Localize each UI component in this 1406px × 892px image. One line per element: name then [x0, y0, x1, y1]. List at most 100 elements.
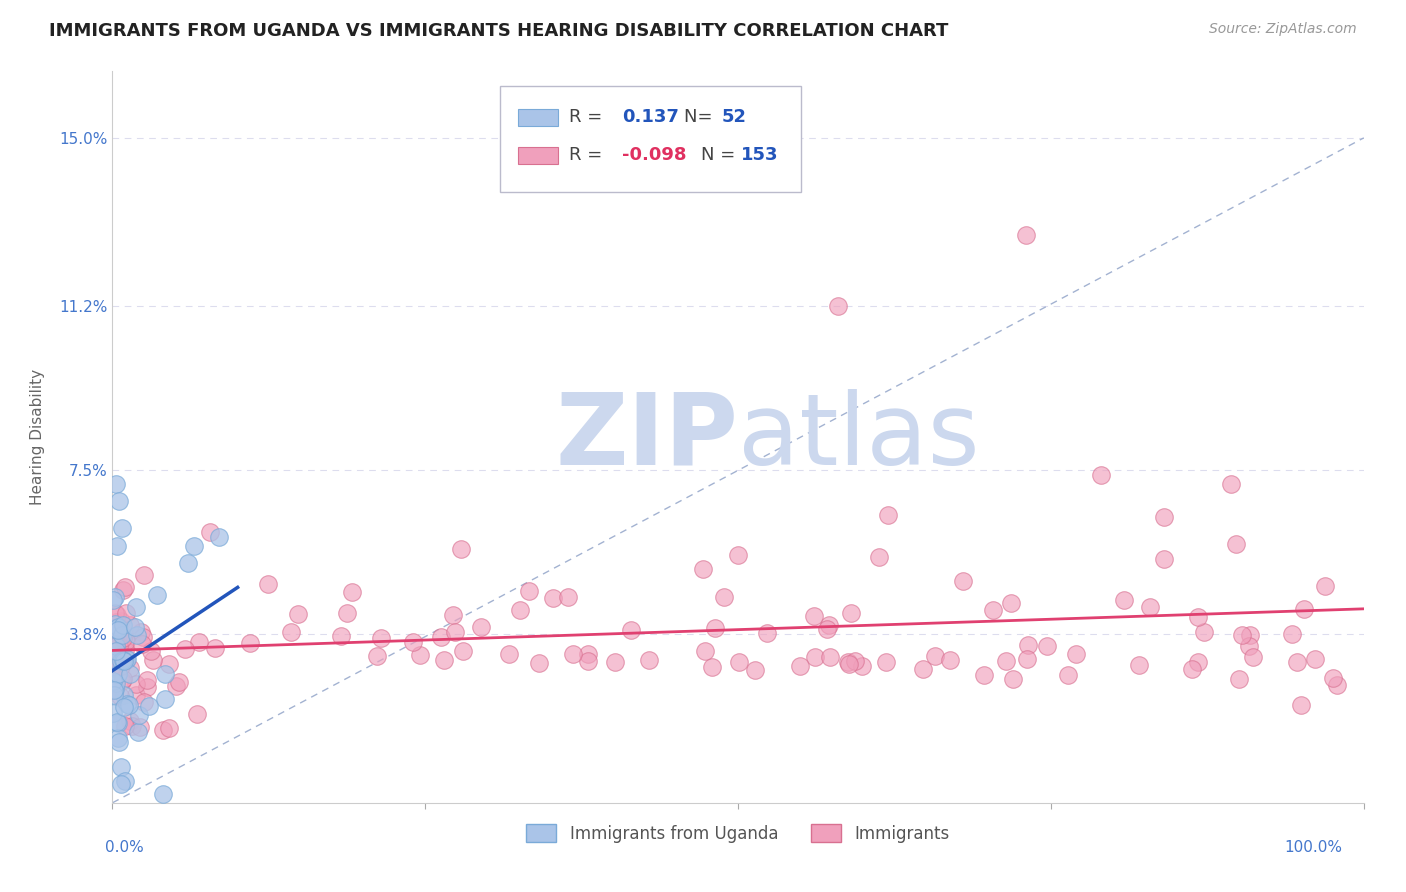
Text: R =: R = [569, 146, 609, 164]
Point [152, 723, 174, 737]
Point [107, 623, 129, 637]
Point [104, 624, 127, 639]
Point [1090, 467, 1112, 482]
Point [107, 667, 129, 681]
Point [517, 583, 540, 598]
Point [1281, 627, 1303, 641]
Point [911, 662, 934, 676]
Point [108, 690, 131, 704]
FancyBboxPatch shape [501, 86, 801, 192]
Point [433, 652, 456, 666]
Point [803, 608, 825, 623]
Point [114, 606, 136, 620]
Point [111, 582, 134, 597]
Point [1192, 625, 1215, 640]
Point [981, 603, 1004, 617]
Point [1112, 593, 1135, 607]
Point [131, 637, 153, 651]
Point [152, 787, 174, 801]
Point [111, 521, 134, 535]
Point [1313, 579, 1336, 593]
Point [104, 616, 127, 631]
Point [838, 657, 860, 672]
Point [204, 640, 226, 655]
Point [924, 648, 946, 663]
Point [124, 620, 146, 634]
Point [1294, 601, 1316, 615]
Point [239, 636, 262, 650]
Point [257, 577, 280, 591]
Point [200, 524, 222, 539]
FancyBboxPatch shape [517, 109, 558, 127]
Text: -0.098: -0.098 [621, 146, 686, 164]
Point [110, 632, 132, 647]
Text: N=: N= [685, 109, 718, 127]
Point [111, 631, 134, 645]
Point [693, 644, 716, 658]
Text: 100.0%: 100.0% [1285, 840, 1343, 855]
Point [105, 476, 128, 491]
Point [104, 590, 127, 604]
Point [498, 647, 520, 661]
Point [108, 647, 131, 661]
Point [107, 539, 129, 553]
Point [104, 644, 127, 658]
Point [444, 625, 467, 640]
Point [101, 593, 124, 607]
Point [804, 650, 827, 665]
Text: ZIP: ZIP [555, 389, 738, 485]
Point [107, 620, 129, 634]
Point [129, 720, 152, 734]
Point [1015, 228, 1038, 243]
Point [1243, 649, 1265, 664]
Point [112, 618, 135, 632]
Point [186, 706, 208, 721]
Point [104, 661, 127, 675]
Point [104, 661, 127, 675]
Point [208, 530, 231, 544]
Point [1017, 652, 1039, 666]
Y-axis label: Hearing Disability: Hearing Disability [31, 369, 45, 505]
Point [450, 541, 472, 556]
Point [165, 679, 187, 693]
Point [105, 615, 128, 629]
Point [287, 607, 309, 621]
Point [112, 654, 135, 668]
Point [112, 673, 135, 687]
Point [115, 652, 138, 666]
Point [114, 580, 136, 594]
Point [120, 617, 142, 632]
Text: 0.0%: 0.0% [105, 840, 145, 855]
Point [995, 654, 1018, 668]
Point [188, 635, 211, 649]
Point [366, 648, 388, 663]
Point [839, 606, 862, 620]
Point [103, 706, 125, 720]
Text: R =: R = [569, 109, 609, 127]
Point [124, 599, 146, 614]
Point [1128, 657, 1150, 672]
Point [1187, 610, 1209, 624]
Point [1322, 671, 1344, 685]
Point [620, 623, 643, 637]
Legend: Immigrants from Uganda, Immigrants: Immigrants from Uganda, Immigrants [520, 818, 956, 849]
Point [132, 695, 155, 709]
Point [728, 655, 751, 669]
Point [110, 777, 132, 791]
Point [541, 591, 564, 605]
Point [509, 603, 531, 617]
Point [1153, 510, 1175, 524]
Point [173, 642, 195, 657]
Point [110, 654, 132, 668]
Point [125, 677, 148, 691]
Point [110, 760, 132, 774]
Point [120, 714, 142, 729]
Point [605, 655, 627, 669]
Point [1035, 639, 1057, 653]
Point [111, 628, 134, 642]
Point [104, 622, 127, 636]
Text: atlas: atlas [738, 389, 980, 485]
Point [112, 699, 135, 714]
Point [138, 699, 160, 714]
Point [430, 631, 453, 645]
